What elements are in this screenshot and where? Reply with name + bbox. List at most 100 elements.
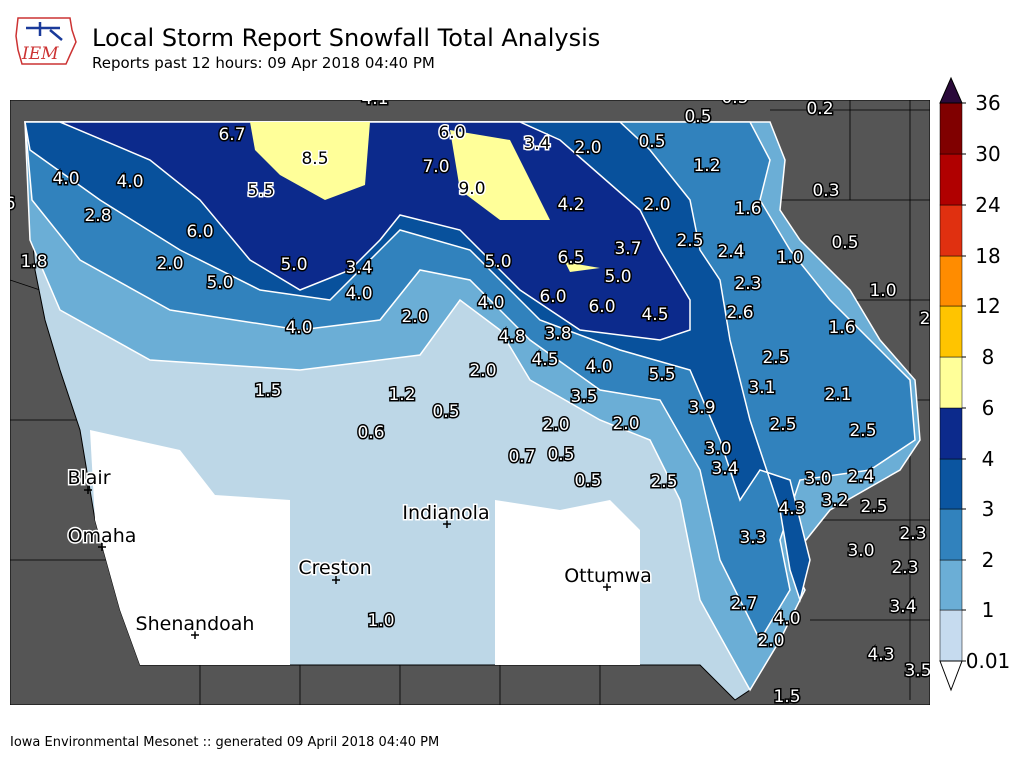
snow-report: 3.4 — [523, 134, 550, 154]
colorbar-label: 8 — [982, 345, 995, 369]
colorbar-bin — [939, 204, 963, 257]
snow-report: 2.0 — [612, 414, 639, 434]
city-marker — [443, 520, 451, 528]
snow-report: 3.5 — [570, 387, 597, 407]
snow-report: 3.3 — [739, 528, 766, 548]
snow-report: 2.5 — [849, 421, 876, 441]
city-label: Blair — [67, 467, 110, 489]
snow-report: 4.8 — [498, 327, 525, 347]
snow-report: 2.4 — [717, 242, 744, 262]
snow-report: 1.2 — [388, 385, 415, 405]
snow-report: 7.0 — [422, 157, 449, 177]
snow-report: 2.3 — [734, 274, 761, 294]
snow-report: 5.0 — [280, 255, 307, 275]
snow-report: 6.5 — [557, 248, 584, 268]
colorbar-label: 4 — [982, 447, 995, 471]
snow-report: 1.8 — [20, 252, 47, 272]
snow-report: 3.4 — [711, 459, 738, 479]
colorbar-bin — [939, 508, 963, 561]
snow-report: 5.5 — [247, 181, 274, 201]
snow-report: 2.5 — [769, 415, 796, 435]
snow-report: 2.5 — [860, 497, 887, 517]
colorbar-label: 0.01 — [966, 649, 1011, 673]
snow-report: 8.5 — [301, 149, 328, 169]
snow-report: 2.1 — [824, 385, 851, 405]
snow-report: 3.4 — [889, 597, 916, 617]
snow-report: 2.0 — [643, 195, 670, 215]
snow-report: 2.3 — [891, 558, 918, 578]
colorbar-label: 3 — [982, 497, 995, 521]
snow-report: 4.5 — [531, 350, 558, 370]
footer: Iowa Environmental Mesonet :: generated … — [10, 735, 439, 750]
snow-report: 0.5 — [721, 88, 748, 108]
colorbar-bin — [939, 356, 963, 409]
snow-report: 2.0 — [401, 307, 428, 327]
colorbar-bin — [939, 559, 963, 611]
logo: IEM — [15, 17, 77, 65]
snow-report: 4.1 — [361, 89, 388, 109]
snow-report: 3.0 — [847, 541, 874, 561]
colorbar-bin — [939, 102, 963, 155]
snow-report: 0.5 — [638, 132, 665, 152]
city-label: Creston — [298, 557, 371, 579]
subtitle: Reports past 12 hours: 09 Apr 2018 04:40… — [92, 54, 435, 72]
snow-report: 6 — [5, 194, 16, 214]
snow-report: 2.8 — [84, 206, 111, 226]
colorbar-label: 2 — [982, 548, 995, 572]
city-label: Ottumwa — [564, 565, 652, 587]
snow-report: 4.2 — [557, 195, 584, 215]
colorbar-bin — [939, 609, 963, 662]
snow-report: 0.5 — [684, 107, 711, 127]
title: Local Storm Report Snowfall Total Analys… — [92, 24, 600, 52]
snow-report: 2 — [920, 309, 931, 329]
snow-report: 0.6 — [357, 423, 384, 443]
snow-report: 3.7 — [614, 239, 641, 259]
snow-report: 3.8 — [544, 324, 571, 344]
colorbar-label: 24 — [975, 193, 1000, 217]
colorbar-label: 36 — [975, 91, 1000, 115]
snow-report: 3.9 — [688, 398, 715, 418]
snow-report: 0.5 — [547, 445, 574, 465]
snow-report: 0.3 — [812, 181, 839, 201]
colorbar-arrow-top — [939, 76, 963, 104]
city-label: Shenandoah — [136, 613, 255, 635]
snow-report: 4.0 — [52, 169, 79, 189]
snow-report: 1.0 — [776, 248, 803, 268]
snow-report: 2.5 — [650, 472, 677, 492]
city-marker — [332, 576, 340, 584]
snow-report: 3.0 — [804, 469, 831, 489]
snow-report: 4.0 — [116, 172, 143, 192]
colorbar-bin — [939, 305, 963, 358]
snow-report: 2.5 — [676, 231, 703, 251]
colorbar-label: 18 — [975, 244, 1000, 268]
colorbar-bin — [939, 458, 963, 510]
city-label: Indianola — [402, 502, 489, 524]
colorbar-label: 30 — [975, 142, 1000, 166]
snow-report: 3.1 — [748, 378, 775, 398]
snow-report: 4.3 — [778, 499, 805, 519]
snow-report: 3.2 — [821, 491, 848, 511]
snow-report: 5.5 — [648, 365, 675, 385]
snow-report: 6.0 — [438, 123, 465, 143]
snow-report: 1.0 — [367, 611, 394, 631]
snow-report: 4.3 — [867, 645, 894, 665]
snow-report: 1.6 — [734, 199, 761, 219]
snow-report: 4.0 — [477, 293, 504, 313]
snow-report: 2.0 — [757, 631, 784, 651]
snow-report: 4.5 — [641, 305, 668, 325]
snow-report: 0.5 — [831, 233, 858, 253]
colorbar-bin — [939, 153, 963, 206]
snow-report: 2.0 — [574, 138, 601, 158]
snow-report: 1.0 — [869, 281, 896, 301]
snow-report: 6.0 — [539, 287, 566, 307]
snow-report: 0.5 — [432, 402, 459, 422]
city-marker — [191, 631, 199, 639]
colorbar-label: 1 — [982, 598, 995, 622]
snow-report: 0.5 — [574, 471, 601, 491]
snow-report: 1.6 — [828, 318, 855, 338]
snow-report: 6.0 — [186, 222, 213, 242]
snow-report: 2.0 — [469, 361, 496, 381]
snow-report: 5.0 — [484, 252, 511, 272]
snow-report: 5.0 — [604, 267, 631, 287]
